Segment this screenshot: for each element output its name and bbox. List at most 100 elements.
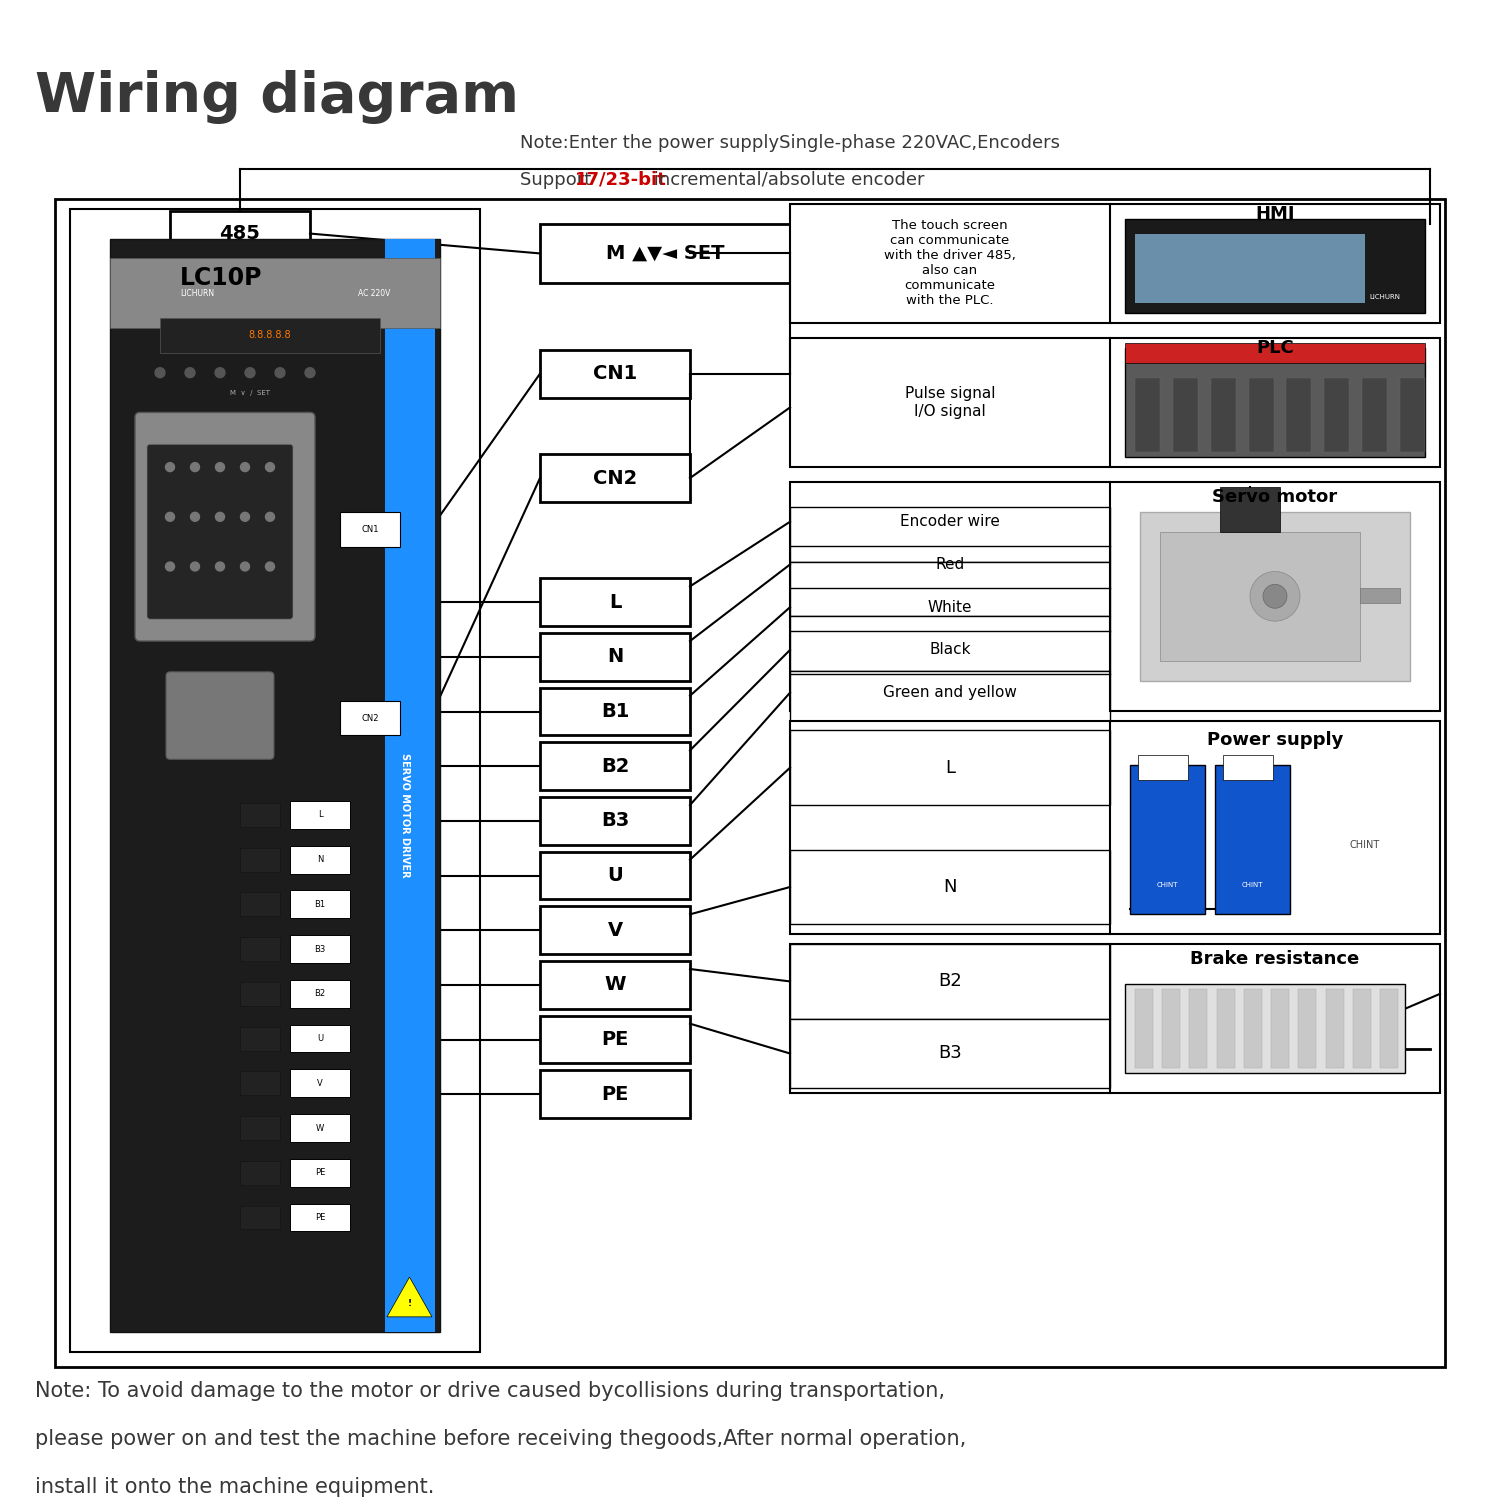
Circle shape — [154, 368, 165, 378]
Bar — [1136, 378, 1160, 452]
Text: AC 220V: AC 220V — [357, 288, 390, 297]
Bar — [540, 1071, 690, 1118]
Text: Wiring diagram: Wiring diagram — [34, 69, 519, 123]
Text: B3: B3 — [315, 945, 326, 954]
Text: U: U — [316, 1034, 322, 1042]
Text: B3: B3 — [938, 1044, 962, 1062]
Bar — [1130, 765, 1204, 915]
Bar — [1248, 378, 1274, 452]
Bar — [1299, 988, 1317, 1068]
Bar — [540, 350, 690, 398]
Bar — [386, 238, 435, 1332]
Bar — [1362, 378, 1388, 452]
Bar — [1380, 988, 1398, 1068]
Text: L: L — [609, 592, 621, 612]
Bar — [1136, 988, 1154, 1068]
Text: PE: PE — [602, 1084, 628, 1104]
Bar — [240, 1116, 280, 1140]
Bar — [790, 616, 1110, 670]
Text: LICHURN: LICHURN — [180, 288, 214, 297]
Text: 8.8.8.8.8: 8.8.8.8.8 — [249, 330, 291, 340]
Text: W: W — [316, 1124, 324, 1132]
Text: N: N — [944, 878, 957, 896]
Text: PE: PE — [315, 1214, 326, 1222]
Bar — [1190, 988, 1208, 1068]
Circle shape — [165, 513, 174, 522]
Text: W: W — [604, 975, 625, 994]
Text: PE: PE — [602, 1030, 628, 1048]
Text: Red: Red — [936, 556, 964, 572]
Bar — [790, 730, 1110, 806]
Bar — [790, 944, 1440, 1094]
Circle shape — [190, 562, 200, 572]
Bar — [70, 209, 480, 1352]
Text: L: L — [318, 810, 322, 819]
Bar — [1324, 378, 1350, 452]
Bar — [1222, 756, 1274, 780]
Text: PLC: PLC — [1256, 339, 1294, 357]
Bar — [1210, 378, 1236, 452]
Bar — [110, 238, 439, 1332]
Bar — [790, 849, 1110, 924]
Bar — [240, 982, 280, 1006]
Text: M  ∨  /  SET: M ∨ / SET — [230, 390, 270, 396]
Bar — [160, 318, 380, 352]
Text: Note:Enter the power supplySingle-phase 220VAC,Encoders: Note:Enter the power supplySingle-phase … — [520, 134, 1060, 152]
Bar — [240, 1071, 280, 1095]
Bar — [1160, 531, 1360, 662]
Bar — [1353, 988, 1371, 1068]
Bar — [790, 204, 1440, 322]
Circle shape — [214, 368, 225, 378]
Bar — [790, 944, 1110, 1019]
Text: Brake resistance: Brake resistance — [1191, 950, 1359, 968]
Circle shape — [190, 513, 200, 522]
Text: Black: Black — [928, 642, 970, 657]
Bar — [790, 670, 1110, 726]
Bar — [1136, 234, 1365, 303]
Polygon shape — [387, 1276, 432, 1317]
Bar — [540, 742, 690, 790]
Circle shape — [216, 562, 225, 572]
Bar — [540, 224, 790, 284]
Circle shape — [190, 462, 200, 471]
Circle shape — [240, 562, 249, 572]
Bar — [1216, 988, 1234, 1068]
Text: B2: B2 — [938, 972, 962, 990]
Circle shape — [1250, 572, 1300, 621]
Circle shape — [165, 562, 174, 572]
Circle shape — [1263, 585, 1287, 608]
Text: N: N — [316, 855, 322, 864]
Circle shape — [216, 513, 225, 522]
Bar — [540, 1016, 690, 1064]
FancyBboxPatch shape — [135, 413, 315, 640]
Bar — [240, 1206, 280, 1230]
Bar — [790, 561, 1110, 616]
Text: CHINT: CHINT — [1350, 840, 1380, 850]
Bar — [240, 802, 280, 826]
Text: CN2: CN2 — [362, 714, 378, 723]
Bar — [1162, 988, 1180, 1068]
Text: B2: B2 — [602, 758, 628, 776]
Bar — [540, 454, 690, 503]
Text: Green and yellow: Green and yellow — [884, 686, 1017, 700]
Text: 485: 485 — [219, 224, 261, 243]
Text: 17/23-bit: 17/23-bit — [574, 171, 666, 189]
Bar — [1173, 378, 1198, 452]
Circle shape — [240, 513, 249, 522]
Circle shape — [240, 462, 249, 471]
Text: CN2: CN2 — [592, 468, 638, 488]
Bar — [790, 1019, 1110, 1089]
Text: please power on and test the machine before receiving thegoods,After normal oper: please power on and test the machine bef… — [34, 1430, 966, 1449]
Text: Support: Support — [520, 171, 597, 189]
Bar — [540, 962, 690, 1010]
FancyBboxPatch shape — [166, 672, 274, 759]
Bar — [1400, 378, 1425, 452]
Circle shape — [304, 368, 315, 378]
Text: The touch screen
can communicate
with the driver 485,
also can
communicate
with : The touch screen can communicate with th… — [884, 219, 1016, 308]
Text: LC10P: LC10P — [180, 267, 262, 291]
Bar — [540, 796, 690, 844]
Bar — [110, 258, 439, 328]
Text: V: V — [316, 1078, 322, 1088]
Text: U: U — [608, 865, 622, 885]
Text: install it onto the machine equipment.: install it onto the machine equipment. — [34, 1478, 435, 1497]
